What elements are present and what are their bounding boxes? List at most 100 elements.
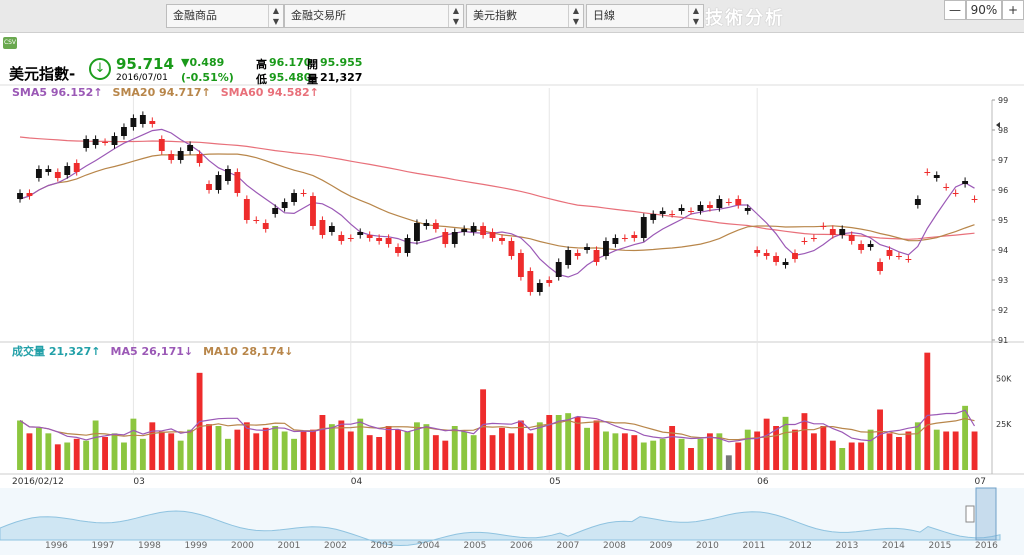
candle-body: [678, 208, 685, 211]
volume-bar: [896, 437, 902, 470]
volume-bar: [300, 431, 307, 470]
volume-bar: [820, 426, 827, 470]
candle-body: [820, 226, 827, 227]
volume-bar: [54, 444, 61, 470]
candle-body: [310, 196, 316, 226]
volume-bar: [565, 413, 572, 470]
candle-body: [215, 175, 222, 190]
navigator-year-label: 2007: [557, 541, 580, 551]
navigator-handle: [965, 505, 975, 523]
candle-body: [763, 253, 770, 256]
volume-bar: [792, 429, 798, 470]
candle-body: [631, 235, 638, 238]
volume-bar: [64, 442, 71, 470]
candle-body: [697, 205, 704, 211]
navigator-area: [0, 510, 1001, 547]
chevron-updown-icon: ▲ ▼: [268, 5, 283, 27]
period-dropdown[interactable]: 日線 ▲ ▼: [586, 4, 704, 28]
high-value: 96.170: [269, 56, 312, 69]
chevron-updown-icon: ▲ ▼: [688, 5, 703, 27]
zoom-level-field[interactable]: 90%: [966, 0, 1002, 20]
volume-bar: [168, 433, 175, 470]
volume-bar: [744, 429, 751, 470]
navigator-year-label: 2006: [510, 541, 533, 551]
volume-bar: [536, 422, 543, 470]
csv-export-button[interactable]: CSV: [3, 37, 17, 49]
volume-bar: [130, 418, 137, 470]
volume-bar: [234, 429, 241, 470]
candle-body: [376, 238, 383, 241]
instrument-name: 美元指數-: [9, 65, 76, 83]
volume-bar: [73, 438, 80, 470]
volume-bar: [584, 427, 590, 470]
symbol-dropdown-label: 美元指數: [473, 9, 517, 22]
volume-bar: [640, 442, 647, 470]
candle-body: [621, 238, 628, 239]
candle-body: [281, 202, 288, 208]
high-label: 高: [256, 58, 267, 71]
volume-bar: [83, 440, 90, 470]
candle-body: [480, 226, 487, 235]
zoom-out-button[interactable]: —: [944, 0, 966, 20]
price-axis-label: 99: [998, 96, 1008, 105]
candle-body: [26, 193, 33, 196]
volume-bar: [508, 433, 515, 470]
candle-body: [64, 166, 71, 175]
candle-body: [224, 169, 231, 181]
volume-bar: [35, 427, 42, 470]
exchange-dropdown[interactable]: 金融交易所 ▲ ▼: [284, 4, 464, 28]
price-axis-label: 97: [998, 156, 1008, 165]
volume-bar: [631, 435, 638, 470]
volume-bar: [17, 420, 23, 470]
navigator-year-label: 2013: [836, 541, 859, 551]
volume-bar: [347, 431, 354, 470]
product-dropdown[interactable]: 金融商品 ▲ ▼: [166, 4, 284, 28]
volume-legend-item: 成交量 21,327↑: [12, 344, 101, 358]
price-axis-label: 92: [998, 306, 1008, 315]
volume-bar: [338, 420, 345, 470]
volume-bar: [593, 420, 600, 470]
candle-body: [659, 211, 666, 214]
volume-axis-label: 50K: [996, 374, 1012, 383]
candle-body: [971, 199, 978, 200]
volume-bar: [706, 433, 713, 470]
candle-body: [943, 187, 950, 188]
volume-bar: [206, 424, 212, 470]
volume-bar: [404, 431, 411, 470]
candle-body: [139, 115, 146, 124]
x-tick-label: 2016/02/12: [12, 477, 64, 487]
x-tick-label: 04: [351, 477, 363, 487]
volume-bar: [102, 437, 108, 470]
candle-body: [291, 193, 298, 202]
candle-body: [470, 226, 477, 232]
volume-bar: [782, 416, 789, 470]
price-pointer-icon: [996, 122, 1000, 128]
volume-bar: [26, 433, 33, 470]
candle-body: [414, 223, 420, 241]
navigator-year-label: 1996: [45, 541, 68, 551]
candle-body: [905, 259, 912, 260]
ma-legend-item: SMA20 94.717↑: [113, 86, 211, 99]
candle-body: [914, 199, 921, 205]
volume-bar: [470, 435, 477, 470]
candle-body: [896, 256, 902, 257]
candle-body: [782, 262, 789, 265]
price-axis-label: 94: [998, 246, 1008, 255]
volume-bar: [262, 427, 269, 470]
low-value: 95.480: [269, 71, 312, 84]
volume-bar: [621, 433, 628, 470]
navigator-year-label: 1997: [92, 541, 115, 551]
candle-body: [744, 208, 751, 211]
candle-body: [877, 262, 883, 271]
candle-body: [347, 238, 354, 239]
navigator-year-label: 2004: [417, 541, 440, 551]
symbol-dropdown[interactable]: 美元指數 ▲ ▼: [466, 4, 584, 28]
candle-body: [45, 169, 52, 172]
navigator-year-label: 2012: [789, 541, 812, 551]
candle-body: [442, 232, 449, 244]
period-dropdown-label: 日線: [593, 9, 615, 22]
x-tick-label: 07: [975, 477, 986, 487]
volume-bar: [243, 422, 250, 470]
navigator-year-label: 2005: [464, 541, 487, 551]
